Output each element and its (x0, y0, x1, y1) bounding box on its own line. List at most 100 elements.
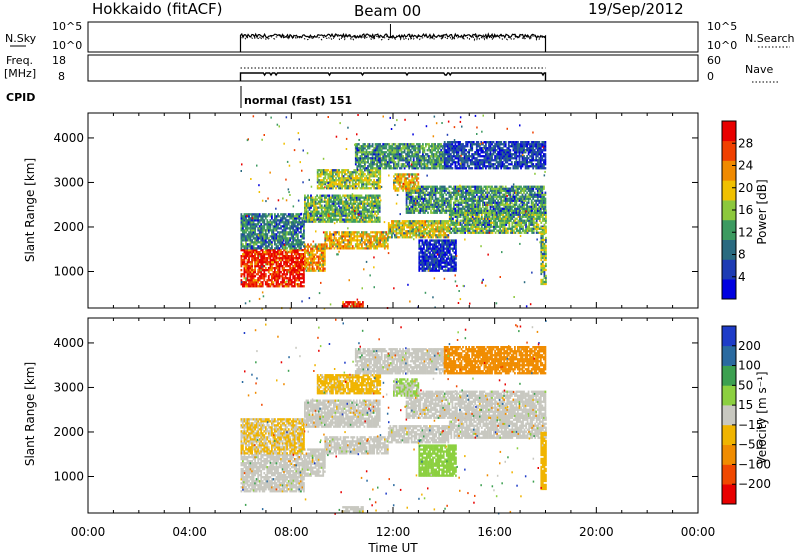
heatmap-cell (524, 195, 527, 198)
heatmap-cell (290, 281, 293, 284)
heatmap-cell (263, 227, 266, 230)
heatmap-cell (242, 243, 244, 246)
heatmap-cell (416, 220, 419, 223)
heatmap-cell (249, 251, 252, 254)
heatmap-cell (415, 224, 418, 227)
heatmap-cell (383, 143, 386, 146)
heatmap-cell (323, 267, 326, 270)
heatmap-cell (252, 235, 255, 238)
heatmap-cell (252, 271, 255, 274)
heatmap-cell (327, 247, 330, 250)
heatmap-cell (363, 210, 366, 213)
heatmap-cell (258, 265, 261, 268)
heatmap-cell (412, 226, 415, 229)
heatmap-cell (459, 223, 462, 226)
heatmap-cell (507, 211, 510, 214)
heatmap-cell (351, 177, 354, 180)
heatmap-cell (417, 201, 420, 204)
heatmap-cell (342, 231, 345, 234)
heatmap-cell (355, 206, 358, 209)
heatmap-cell (351, 198, 354, 201)
heatmap-cell (307, 202, 309, 205)
heatmap-cell (365, 185, 368, 188)
heatmap-cell (347, 187, 350, 190)
heatmap-cell (283, 235, 285, 238)
heatmap-cell (434, 209, 437, 212)
heatmap-cell (307, 243, 309, 246)
heatmap-cell (362, 183, 365, 186)
heatmap-cell (456, 221, 459, 224)
heatmap-cell (500, 213, 503, 216)
heatmap-cell (394, 185, 397, 188)
heatmap-cell (433, 205, 435, 208)
heatmap-cell (304, 263, 306, 266)
heatmap-cell (346, 220, 349, 223)
heatmap-cell (353, 169, 356, 172)
heatmap-cell (436, 203, 438, 206)
heatmap-cell (386, 239, 389, 242)
heatmap-cell (324, 175, 327, 178)
heatmap-cell (290, 217, 293, 220)
heatmap-cell (310, 218, 312, 221)
heatmap-cell (368, 247, 371, 250)
heatmap-cell (421, 197, 423, 200)
heatmap-cell (275, 215, 278, 218)
heatmap-cell (471, 231, 474, 234)
heatmap-cell (413, 205, 416, 208)
heatmap-cell (459, 197, 461, 200)
heatmap-cell (280, 257, 282, 260)
heatmap-cell (506, 215, 509, 218)
heatmap-cell (329, 241, 331, 244)
heatmap-cell (515, 189, 518, 192)
heatmap-cell (252, 259, 255, 262)
heatmap-cell (460, 203, 463, 206)
heatmap-cell (341, 245, 343, 248)
heatmap-cell (263, 247, 266, 250)
heatmap-cell (245, 245, 247, 248)
heatmap-cell (439, 234, 442, 237)
heatmap-cell (336, 198, 338, 201)
heatmap-cell (530, 203, 533, 206)
heatmap-cell (246, 237, 249, 240)
heatmap-cell (428, 197, 431, 200)
heatmap-cell (240, 221, 243, 224)
heatmap-cell (488, 185, 490, 188)
heatmap-cell (411, 203, 414, 206)
heatmap-cell (351, 233, 354, 236)
heatmap-cell (531, 213, 534, 216)
heatmap-cell (322, 265, 325, 268)
heatmap-cell (512, 195, 515, 198)
heatmap-cell (320, 208, 323, 211)
heatmap-cell (365, 245, 368, 248)
heatmap-cell (255, 273, 258, 276)
heatmap-cell (296, 217, 299, 220)
heatmap-cell (470, 217, 473, 220)
heatmap-cell (359, 239, 362, 242)
heatmap-cell (376, 187, 378, 190)
heatmap-cell (274, 249, 276, 252)
heatmap-cell (480, 231, 483, 234)
heatmap-cell (382, 143, 385, 146)
heatmap-cell (379, 169, 382, 172)
heatmap-cell (460, 209, 463, 212)
heatmap-cell (502, 217, 505, 220)
heatmap-cell (495, 197, 498, 200)
heatmap-cell (271, 213, 273, 216)
heatmap-cell (413, 199, 416, 202)
heatmap-cell (260, 235, 263, 238)
heatmap-cell (466, 185, 469, 188)
heatmap-cell (422, 201, 425, 204)
heatmap-cell (334, 212, 337, 215)
heatmap-cell (322, 220, 325, 223)
heatmap-cell (480, 229, 483, 232)
heatmap-cell (497, 207, 499, 210)
heatmap-cell (489, 201, 492, 204)
heatmap-cell (367, 155, 369, 158)
heatmap-cell (477, 197, 480, 200)
heatmap-cell (286, 221, 288, 224)
heatmap-cell (419, 193, 422, 196)
heatmap-cell (485, 221, 488, 224)
heatmap-cell (305, 249, 308, 252)
heatmap-cell (396, 175, 398, 178)
heatmap-cell (260, 283, 263, 286)
